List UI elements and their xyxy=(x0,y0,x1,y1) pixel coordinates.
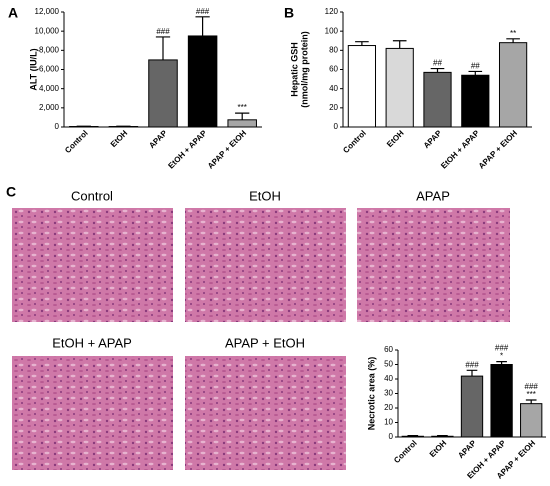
error-bar xyxy=(525,399,537,404)
image-caption: APAP + EtOH xyxy=(225,335,305,350)
image-caption: EtOH + APAP xyxy=(52,335,132,350)
bar xyxy=(423,71,452,128)
error-bar xyxy=(506,38,520,43)
histology-image xyxy=(185,356,346,470)
x-tick-label: EtOH + APAP xyxy=(166,128,209,171)
y-tick-label: 12,000 xyxy=(35,7,60,16)
bar xyxy=(187,35,218,128)
y-tick-label: 10 xyxy=(384,418,393,427)
y-tick-label: 50 xyxy=(384,360,393,369)
error-bar xyxy=(392,40,407,49)
bar xyxy=(401,435,424,438)
x-tick-label: APAP + EtOH xyxy=(477,128,519,170)
significance-mark: ### xyxy=(156,27,170,36)
x-tick-label: EtOH xyxy=(109,128,130,149)
bar xyxy=(490,364,513,438)
x-tick-label: APAP xyxy=(422,128,444,150)
error-bar xyxy=(468,70,483,76)
panel-label: C xyxy=(6,184,16,200)
significance-mark: * xyxy=(500,352,503,361)
panel-label: A xyxy=(8,5,18,21)
x-tick-label: EtOH xyxy=(385,128,406,149)
image-caption: EtOH xyxy=(249,188,281,203)
significance-mark: ### xyxy=(196,7,210,16)
error-bar xyxy=(437,434,448,437)
y-axis-label: Hepatic GSH xyxy=(289,42,299,97)
y-tick-label: 40 xyxy=(384,374,393,383)
image-caption: APAP xyxy=(416,188,450,203)
y-tick-label: 0 xyxy=(389,432,394,441)
significance-mark: ** xyxy=(510,29,516,38)
error-bar xyxy=(235,112,250,120)
bar xyxy=(347,45,377,128)
bar xyxy=(227,119,257,128)
bar xyxy=(385,47,414,128)
y-tick-label: 20 xyxy=(384,403,393,412)
x-tick-label: Control xyxy=(392,439,418,465)
y-tick-label: 0 xyxy=(55,122,60,131)
error-bar xyxy=(155,36,171,60)
x-tick-label: EtOH + APAP xyxy=(439,128,482,171)
x-tick-label: APAP xyxy=(456,438,478,460)
x-tick-label: EtOH xyxy=(428,438,449,459)
error-bar xyxy=(496,361,507,365)
x-tick-label: APAP + EtOH xyxy=(206,128,248,170)
x-tick-label: Control xyxy=(341,129,367,155)
significance-mark: *** xyxy=(527,390,536,399)
significance-mark: ### xyxy=(495,344,509,353)
x-tick-label: APAP xyxy=(147,128,169,150)
bar xyxy=(460,375,484,438)
error-bar xyxy=(407,434,419,437)
y-tick-label: 100 xyxy=(325,26,339,35)
error-bar xyxy=(355,41,369,46)
y-tick-label: 80 xyxy=(329,45,338,54)
bar xyxy=(498,42,528,128)
bar xyxy=(431,435,454,438)
error-bar xyxy=(466,369,478,377)
significance-mark: ## xyxy=(471,62,480,71)
error-bar xyxy=(430,67,445,73)
y-tick-label: 40 xyxy=(329,84,338,93)
significance-mark: ## xyxy=(433,59,442,68)
error-bar xyxy=(195,16,210,36)
y-axis-label: (nmol/mg protein) xyxy=(299,31,309,108)
y-tick-label: 0 xyxy=(334,122,339,131)
y-tick-label: 10,000 xyxy=(35,26,60,35)
y-tick-label: 60 xyxy=(384,345,393,354)
significance-mark: ### xyxy=(525,382,539,391)
significance-mark: ### xyxy=(465,360,479,369)
y-tick-label: 20 xyxy=(329,103,338,112)
panel-label: B xyxy=(284,5,294,21)
y-axis-label: Necrotic area (%) xyxy=(366,357,376,431)
y-tick-label: 8,000 xyxy=(39,45,60,54)
bar xyxy=(148,59,178,128)
x-tick-label: Control xyxy=(63,129,89,155)
y-tick-label: 6,000 xyxy=(39,65,60,74)
y-axis-label: ALT (IU/L) xyxy=(28,48,38,90)
significance-mark: *** xyxy=(238,103,247,112)
bar xyxy=(520,403,543,438)
y-tick-label: 30 xyxy=(384,389,393,398)
histology-image xyxy=(185,208,346,322)
y-tick-label: 120 xyxy=(325,7,339,16)
bar xyxy=(461,74,490,128)
y-tick-label: 60 xyxy=(329,65,338,74)
histology-image xyxy=(12,356,173,470)
image-caption: Control xyxy=(71,188,113,203)
y-tick-label: 2,000 xyxy=(39,103,60,112)
y-tick-label: 4,000 xyxy=(39,84,60,93)
histology-image xyxy=(357,208,510,322)
histology-image xyxy=(12,208,173,322)
